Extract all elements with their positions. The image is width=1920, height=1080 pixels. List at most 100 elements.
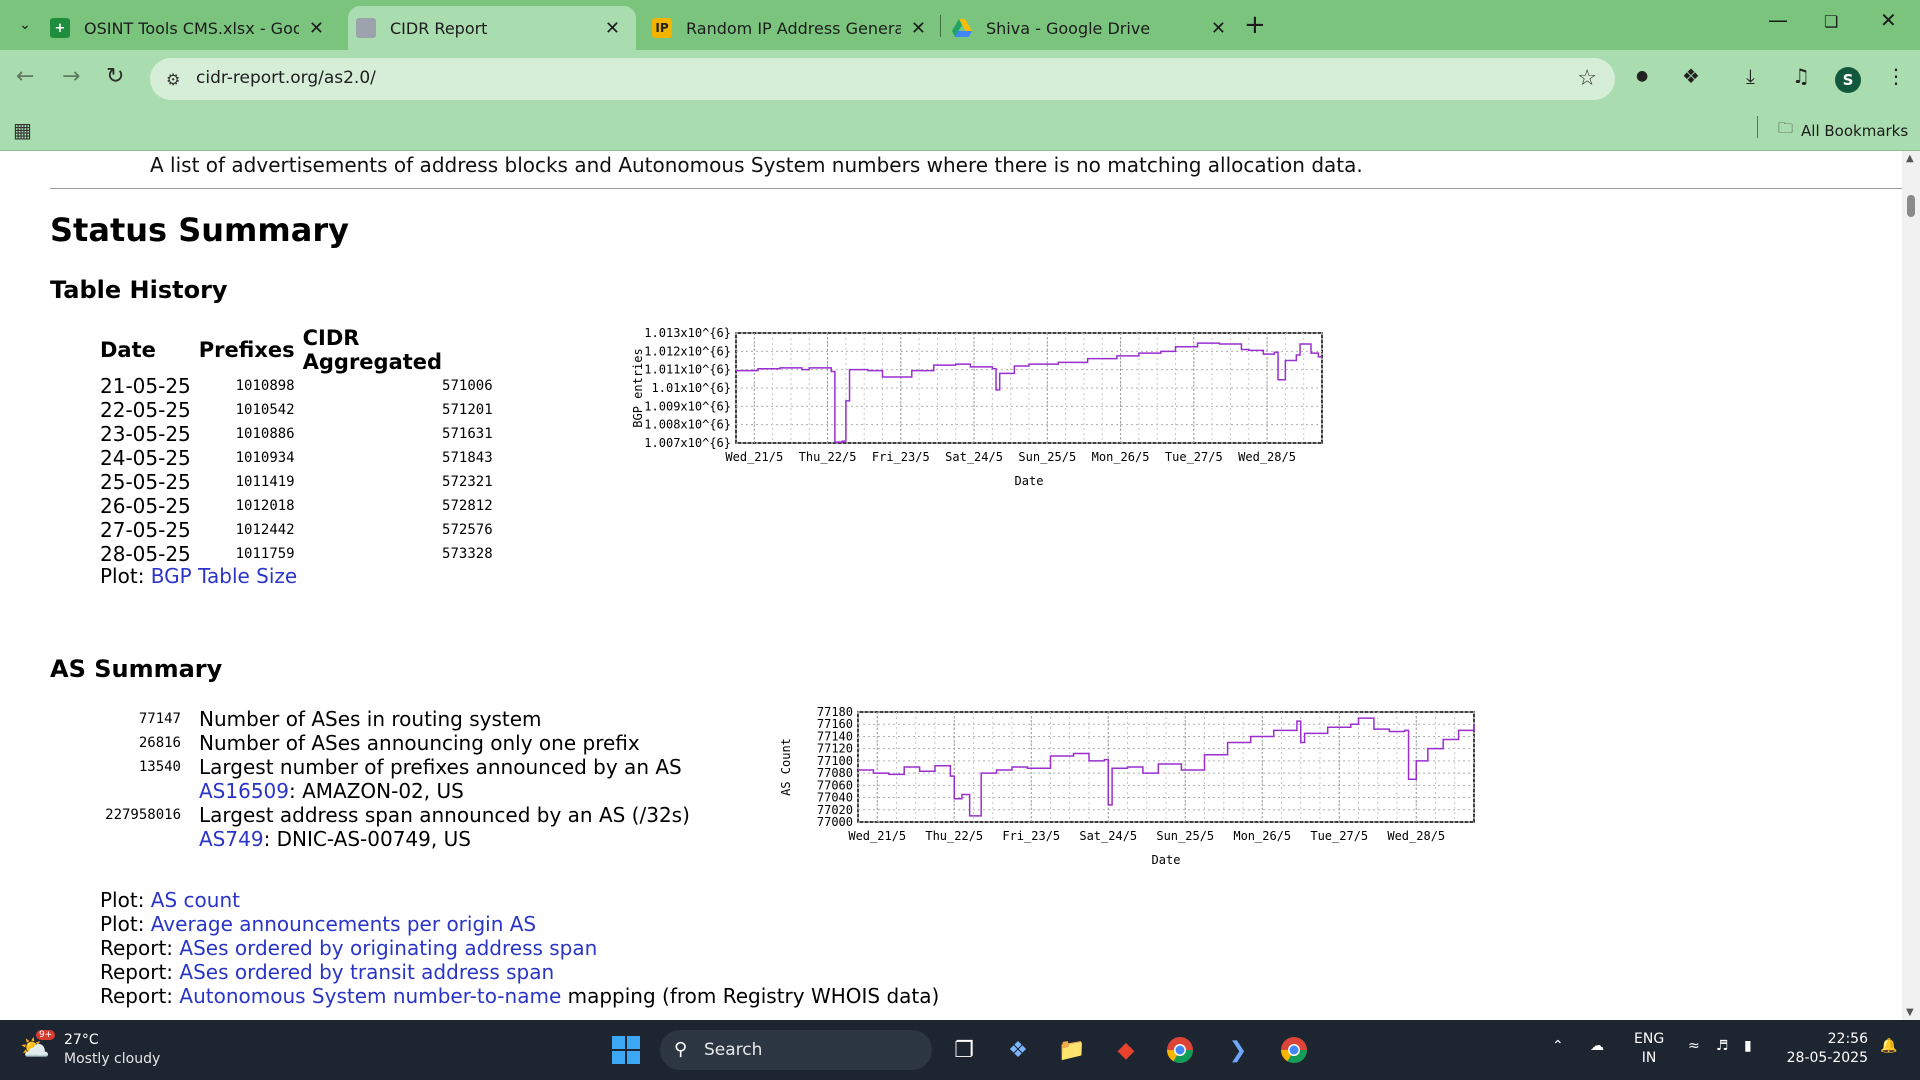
x-axis-label: Date (1152, 853, 1181, 867)
bookmarks-divider (1757, 116, 1758, 138)
site-info-icon[interactable]: ⚙ (166, 70, 181, 89)
chrome-profile-icon[interactable] (1278, 1034, 1310, 1066)
onedrive-icon[interactable]: ☁ (1590, 1038, 1604, 1054)
x-tick-label: Sat_24/5 (945, 450, 1003, 464)
apps-grid-icon[interactable]: ▦ (13, 118, 32, 142)
as749-link[interactable]: AS749 (199, 827, 264, 851)
bgp-table-size-chart: 1.013x10^{6} 1.012x10^{6} 1.011x10^{6} 1.01… (631, 326, 1323, 488)
plot-line: Plot: BGP Table Size (100, 564, 298, 588)
originating-span-link[interactable]: ASes ordered by originating address span (179, 936, 598, 960)
show-hidden-icons[interactable]: ⌃ (1552, 1038, 1564, 1054)
page-title: Status Summary (50, 211, 349, 249)
date-cell: 26-05-25 (100, 494, 191, 518)
restore-icon[interactable]: ❏ (1824, 12, 1839, 31)
column-header: Date (100, 338, 156, 362)
all-bookmarks-button[interactable]: 🗀 All Bookmarks (1778, 118, 1908, 143)
intro-text: A list of advertisements of address bloc… (150, 153, 1363, 177)
reload-icon[interactable]: ↻ (106, 64, 125, 89)
scroll-up-icon[interactable]: ▲ (1906, 153, 1914, 164)
y-tick-label: 1.013x10^{6} (644, 326, 731, 340)
windows-start-icon[interactable] (610, 1034, 642, 1066)
menu-icon[interactable]: ⋮ (1886, 64, 1906, 88)
aggregated-cell: 572576 (442, 522, 493, 538)
scroll-thumb[interactable] (1907, 195, 1915, 217)
tab-osint-tools[interactable]: + OSINT Tools CMS.xlsx - Google ✕ (50, 6, 340, 50)
x-tick-label: Sun_25/5 (1156, 829, 1214, 843)
y-tick-label: 77020 (817, 803, 853, 817)
close-window-icon[interactable]: ✕ (1880, 8, 1897, 32)
table-header-row: Date Prefixes CIDR Aggregated (96, 326, 497, 374)
url-text[interactable]: cidr-report.org/as2.0/ (196, 68, 376, 88)
table-row: 21-05-25 1010898 571006 (96, 374, 497, 398)
as-link-line: AS16509: AMAZON-02, US (199, 779, 464, 803)
avg-announcements-link[interactable]: Average announcements per origin AS (150, 912, 537, 936)
language-indicator[interactable]: ENG IN (1634, 1031, 1665, 1066)
tab-strip: ⌄ + OSINT Tools CMS.xlsx - Google ✕ CIDR… (0, 0, 1920, 50)
y-tick-label: 77100 (817, 754, 853, 768)
notification-icon[interactable]: 🔔 (1880, 1038, 1898, 1054)
transit-span-link[interactable]: ASes ordered by transit address span (179, 960, 555, 984)
y-tick-label: 77120 (817, 742, 853, 756)
column-header: Prefixes (198, 338, 295, 362)
x-tick-label: Wed_21/5 (725, 450, 783, 464)
x-tick-label: Fri_23/5 (872, 450, 930, 464)
back-icon[interactable]: ← (16, 64, 35, 89)
as-description: Number of ASes in routing system (199, 707, 542, 731)
avatar[interactable]: S (1835, 67, 1861, 93)
y-tick-label: 1.01x10^{6} (652, 381, 731, 395)
y-tick-label: 1.008x10^{6} (644, 418, 731, 432)
wifi-icon[interactable]: ≈ (1688, 1038, 1700, 1054)
tab-random-ip[interactable]: IP Random IP Address Generator, ✕ (652, 6, 942, 50)
series-line (858, 717, 1475, 817)
task-view-icon[interactable]: ❐ (954, 1037, 974, 1063)
tab-cidr-report[interactable]: CIDR Report ✕ (348, 6, 636, 50)
page-scrollbar[interactable]: ▲ ▼ (1902, 151, 1920, 1020)
close-tab-icon[interactable]: ✕ (1210, 18, 1226, 39)
y-tick-label: 1.011x10^{6} (644, 363, 731, 377)
ip-icon: IP (652, 18, 672, 38)
scroll-down-icon[interactable]: ▼ (1906, 1007, 1914, 1018)
clock[interactable]: 22:56 28-05-2025 (1786, 1031, 1868, 1066)
as-count-link[interactable]: AS count (150, 888, 240, 912)
download-icon[interactable]: ⤓ (1746, 64, 1755, 88)
as16509-link[interactable]: AS16509 (199, 779, 289, 803)
prefixes-cell: 1010886 (235, 426, 295, 442)
link-line: Report: Autonomous System number-to-name… (100, 984, 940, 1008)
copilot-icon[interactable]: ❖ (1008, 1037, 1028, 1063)
close-tab-icon[interactable]: ✕ (910, 18, 926, 39)
tab-search-chevron-icon[interactable]: ⌄ (19, 17, 31, 33)
file-explorer-icon[interactable]: 📁 (1058, 1037, 1086, 1063)
extensions-icon[interactable]: ❖ (1682, 64, 1700, 88)
prefixes-cell: 1010934 (235, 450, 295, 466)
bgp-table-size-link[interactable]: BGP Table Size (150, 564, 298, 588)
x-tick-label: Wed_28/5 (1238, 450, 1296, 464)
terminal-icon[interactable]: ❯ (1228, 1037, 1248, 1063)
minimize-icon[interactable]: — (1768, 8, 1788, 32)
taskbar-search[interactable]: ⚲ Search (660, 1030, 932, 1070)
red-app-icon[interactable]: ◆ (1117, 1037, 1135, 1063)
tab-divider (940, 15, 941, 37)
table-row: 27-05-25 1012442 572576 (96, 518, 497, 542)
date-cell: 24-05-25 (100, 446, 191, 470)
forward-icon[interactable]: → (62, 64, 81, 89)
x-tick-label: Fri_23/5 (1002, 829, 1060, 843)
close-tab-icon[interactable]: ✕ (604, 18, 620, 39)
prefixes-cell: 1011759 (235, 546, 295, 562)
media-icon[interactable]: ● (1636, 68, 1649, 84)
chrome-icon[interactable] (1164, 1034, 1196, 1066)
page-icon (356, 18, 376, 38)
new-tab-icon[interactable]: + (1244, 10, 1266, 40)
close-tab-icon[interactable]: ✕ (308, 18, 324, 39)
date-cell: 21-05-25 (100, 374, 191, 398)
prefixes-cell: 1012442 (235, 522, 295, 538)
horizontal-rule (50, 188, 1902, 189)
media-controls-icon[interactable]: ♫ (1792, 64, 1810, 88)
as-count-chart: 7718077160771407712077100770807706077040… (779, 705, 1475, 867)
tab-google-drive[interactable]: Shiva - Google Drive ✕ (952, 6, 1242, 50)
address-bar[interactable]: ⚙ cidr-report.org/as2.0/ ☆ (150, 58, 1615, 100)
volume-icon[interactable]: ♬ (1716, 1038, 1729, 1054)
as-number-to-name-link[interactable]: Autonomous System number-to-name (179, 984, 562, 1008)
battery-icon[interactable]: ▮ (1744, 1038, 1752, 1054)
y-tick-label: 77040 (817, 791, 853, 805)
bookmark-star-icon[interactable]: ☆ (1577, 66, 1597, 91)
